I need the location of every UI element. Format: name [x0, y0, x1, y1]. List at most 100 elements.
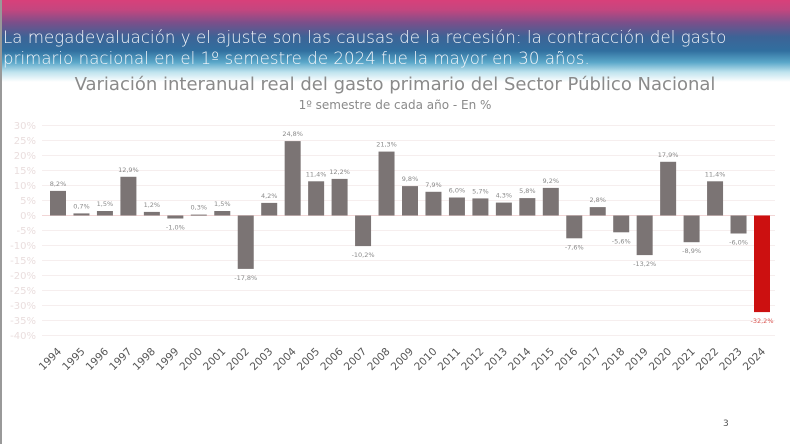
- data-label: 5,7%: [472, 187, 489, 195]
- x-tick-label: 2014: [506, 345, 534, 373]
- data-label: -8,9%: [682, 247, 701, 255]
- y-tick-label: -30%: [10, 301, 36, 312]
- bar-2013: [495, 202, 512, 216]
- bar-2000: [190, 214, 207, 216]
- data-label: 8,2%: [50, 180, 67, 188]
- data-label: 9,2%: [543, 177, 560, 185]
- y-tick-label: -5%: [17, 226, 36, 237]
- x-tick-label: 2012: [459, 346, 486, 373]
- x-tick-label: 2003: [248, 346, 275, 373]
- x-tick-label: 2011: [436, 346, 463, 373]
- y-tick-label: -15%: [10, 256, 36, 267]
- bar-2020: [660, 161, 677, 216]
- bar-1997: [120, 176, 137, 216]
- data-label: 21,3%: [376, 141, 397, 149]
- bar-2005: [308, 181, 325, 216]
- x-tick-label: 2005: [295, 346, 322, 373]
- x-tick-label: 2018: [600, 346, 627, 373]
- x-tick-label: 2015: [530, 346, 557, 373]
- data-label: 1,2%: [144, 201, 161, 209]
- data-label: 12,9%: [118, 166, 139, 174]
- data-label: 11,4%: [705, 170, 726, 178]
- page-number: 3: [723, 419, 729, 429]
- bar-2019: [636, 215, 653, 256]
- x-tick-label: 2019: [623, 346, 650, 373]
- x-tick-label: 2007: [342, 346, 369, 373]
- bar-2003: [261, 202, 278, 216]
- data-label: 1,5%: [97, 200, 114, 208]
- data-label: 6,0%: [449, 187, 466, 195]
- x-tick-label: 1994: [37, 345, 65, 373]
- bar-2004: [284, 141, 301, 216]
- x-tick-label: 2001: [201, 346, 228, 373]
- y-tick-label: 5%: [20, 196, 36, 207]
- bar-2016: [566, 215, 583, 239]
- bar-1999: [167, 215, 184, 219]
- data-label: 17,9%: [658, 151, 679, 159]
- bar-2014: [519, 198, 536, 216]
- x-tick-label: 2009: [389, 346, 416, 373]
- x-tick-label: 2020: [647, 346, 674, 373]
- bar-2015: [542, 187, 559, 216]
- bar-2007: [355, 215, 372, 247]
- y-tick-label: 30%: [14, 121, 36, 132]
- x-tick-label: 1998: [131, 346, 158, 373]
- data-label: -7,6%: [565, 243, 584, 251]
- data-label: -10,2%: [352, 251, 375, 259]
- headline: La megadevaluación y el ajuste son las c…: [3, 28, 727, 68]
- bar-2024: [754, 215, 770, 313]
- data-label: 2,8%: [589, 196, 606, 204]
- x-tick-label: 2008: [365, 346, 392, 373]
- data-label: 0,7%: [73, 202, 90, 210]
- bar-2006: [331, 178, 348, 216]
- data-label: 7,9%: [425, 181, 442, 189]
- y-tick-label: 25%: [14, 136, 36, 147]
- header-banner: [0, 0, 790, 82]
- bar-1995: [73, 213, 90, 216]
- x-tick-label: 2004: [271, 345, 299, 373]
- x-tick-label: 2022: [694, 346, 721, 373]
- bar-2021: [683, 215, 700, 243]
- data-label: 9,8%: [402, 175, 419, 183]
- data-label: 1,5%: [214, 200, 231, 208]
- x-tick-label: 2002: [224, 346, 251, 373]
- bar-2022: [707, 181, 724, 216]
- y-tick-label: 10%: [14, 181, 36, 192]
- bar-1998: [143, 211, 160, 216]
- x-tick-label: 2017: [576, 346, 603, 373]
- chart-title: Variación interanual real del gasto prim…: [74, 74, 716, 95]
- chart-subtitle: 1º semestre de cada año - En %: [298, 98, 492, 112]
- data-label: -5,6%: [612, 237, 631, 245]
- bar-2018: [613, 215, 630, 233]
- data-label: 5,8%: [519, 187, 536, 195]
- y-tick-label: -10%: [10, 241, 36, 252]
- bar-2008: [378, 151, 395, 216]
- x-tick-label: 2000: [178, 346, 205, 373]
- bar-2017: [589, 207, 606, 216]
- x-tick-label: 2021: [670, 346, 697, 373]
- y-tick-label: -20%: [10, 271, 36, 282]
- x-tick-label: 2006: [318, 345, 346, 373]
- x-tick-label: 2013: [483, 346, 510, 373]
- data-label: 4,3%: [496, 192, 513, 200]
- x-tick-label: 1996: [84, 345, 112, 373]
- data-label: -13,2%: [633, 260, 656, 268]
- x-tick-label: 1999: [154, 346, 181, 373]
- y-tick-label: -40%: [10, 331, 36, 342]
- bar-2010: [425, 191, 442, 216]
- data-label: 24,8%: [282, 130, 303, 138]
- x-tick-label: 2010: [412, 346, 439, 373]
- y-tick-label: -25%: [10, 286, 36, 297]
- x-tick-label: 1995: [60, 346, 87, 373]
- x-tick-label: 1997: [107, 346, 134, 373]
- data-label: -17,8%: [234, 274, 257, 282]
- x-tick-label: 2016: [553, 345, 581, 373]
- y-tick-label: 15%: [14, 166, 36, 177]
- x-tick-label: 2024: [741, 345, 769, 373]
- data-label: -1,0%: [166, 224, 185, 232]
- bar-2002: [237, 215, 254, 269]
- y-tick-label: -35%: [10, 316, 36, 327]
- slide-edge: [0, 0, 2, 444]
- y-tick-label: 20%: [14, 151, 36, 162]
